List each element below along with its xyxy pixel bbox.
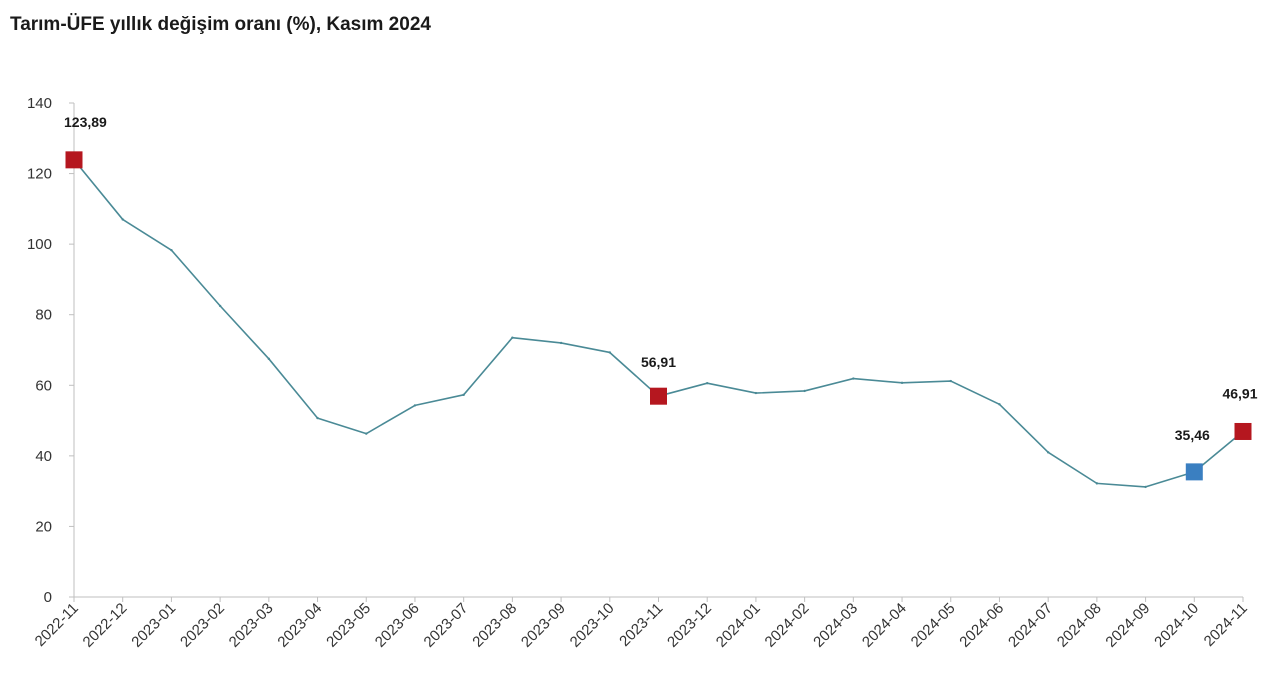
y-tick-label: 120 bbox=[27, 166, 52, 183]
data-point bbox=[1095, 482, 1099, 485]
data-point bbox=[170, 248, 173, 252]
highlight-marker bbox=[1185, 463, 1203, 481]
highlight-marker bbox=[1234, 422, 1252, 440]
data-point bbox=[754, 391, 758, 395]
data-point bbox=[998, 403, 1001, 406]
y-tick-label: 80 bbox=[35, 307, 52, 324]
x-tick-label: 2023-01 bbox=[128, 600, 179, 651]
y-tick-label: 60 bbox=[35, 377, 52, 394]
x-tick-label: 2023-05 bbox=[323, 600, 374, 651]
x-tick-label: 2022-12 bbox=[80, 600, 131, 651]
x-tick-label: 2023-10 bbox=[567, 600, 618, 651]
data-point bbox=[413, 404, 417, 407]
x-tick-label: 2024-06 bbox=[956, 600, 1007, 651]
data-point bbox=[706, 381, 709, 385]
series-line-group bbox=[72, 158, 1245, 489]
data-label: 56,91 bbox=[641, 354, 676, 370]
data-point bbox=[121, 218, 124, 221]
x-tick-label: 2022-11 bbox=[32, 600, 82, 650]
highlight-marker bbox=[65, 151, 83, 169]
y-tick-label: 40 bbox=[35, 448, 52, 465]
y-axis: 0 20 40 60 80 100 120 140 bbox=[27, 95, 75, 606]
data-point bbox=[462, 393, 465, 397]
data-point bbox=[267, 357, 271, 361]
x-tick-label: 2024-02 bbox=[761, 600, 812, 651]
x-tick-label: 2023-11 bbox=[616, 600, 666, 650]
data-point bbox=[803, 389, 806, 393]
data-point bbox=[218, 304, 222, 308]
highlight-markers bbox=[65, 151, 1252, 481]
data-point bbox=[511, 336, 514, 339]
x-tick-label: 2024-08 bbox=[1054, 600, 1105, 651]
y-tick-label: 140 bbox=[27, 95, 52, 112]
data-point bbox=[365, 432, 368, 435]
y-tick-label: 100 bbox=[27, 236, 52, 253]
x-tick-label: 2023-06 bbox=[372, 600, 423, 651]
x-tick-label: 2024-04 bbox=[859, 600, 910, 651]
x-tick-label: 2024-03 bbox=[810, 600, 861, 651]
x-tick-label: 2023-12 bbox=[664, 600, 715, 651]
data-point bbox=[852, 377, 855, 380]
series-line bbox=[73, 159, 1244, 488]
x-tick-label: 2023-09 bbox=[518, 600, 569, 651]
data-point bbox=[949, 379, 952, 383]
x-tick-label: 2024-01 bbox=[713, 600, 764, 651]
x-tick-label: 2024-11 bbox=[1201, 600, 1251, 650]
data-label: 35,46 bbox=[1175, 427, 1210, 443]
x-tick-label: 2023-02 bbox=[177, 600, 228, 651]
data-point bbox=[1144, 485, 1147, 489]
data-point bbox=[900, 381, 904, 385]
data-label: 123,89 bbox=[64, 114, 107, 130]
y-tick-label: 20 bbox=[35, 518, 52, 535]
x-tick-label: 2023-08 bbox=[469, 600, 520, 651]
highlight-marker bbox=[650, 387, 667, 405]
x-tick-label: 2024-05 bbox=[908, 600, 959, 651]
x-tick-label: 2024-09 bbox=[1102, 600, 1153, 651]
data-point bbox=[1046, 451, 1050, 454]
data-point bbox=[559, 341, 563, 345]
x-tick-label: 2024-10 bbox=[1151, 600, 1202, 651]
x-axis: 2022-112022-122023-012023-022023-032023-… bbox=[32, 596, 1251, 651]
data-point bbox=[608, 351, 611, 354]
x-tick-label: 2023-03 bbox=[226, 600, 277, 651]
data-label: 46,91 bbox=[1222, 385, 1257, 401]
data-labels: 123,89 56,91 35,46 46,91 bbox=[64, 114, 1258, 443]
x-tick-label: 2023-04 bbox=[274, 600, 325, 651]
data-point bbox=[316, 416, 319, 420]
x-tick-label: 2024-07 bbox=[1005, 600, 1056, 651]
x-tick-label: 2023-07 bbox=[421, 600, 472, 651]
chart-title: Tarım-ÜFE yıllık değişim oranı (%), Kası… bbox=[10, 14, 431, 35]
y-tick-label: 0 bbox=[44, 589, 52, 606]
